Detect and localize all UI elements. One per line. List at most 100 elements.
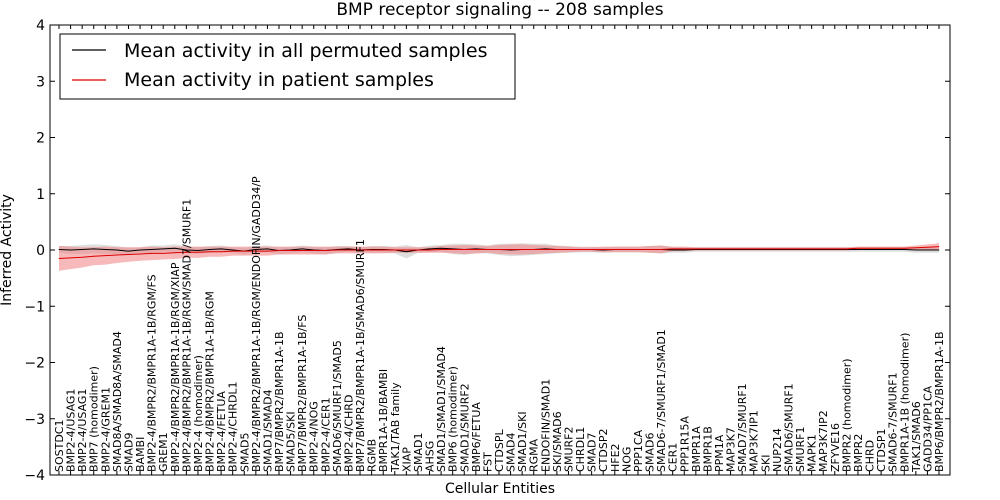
- category-label: SMURF1: [794, 427, 807, 473]
- data-point-patient: [313, 250, 315, 251]
- category-label: MAP3K7IP2: [817, 410, 830, 472]
- data-point-patient: [544, 249, 546, 250]
- category-label: SMAD6: [644, 433, 657, 472]
- data-point-patient: [487, 249, 488, 250]
- category-label: BMPR2: [852, 434, 865, 472]
- data-point-patient: [324, 250, 326, 251]
- legend: Mean activity in all permuted samples Me…: [59, 33, 516, 100]
- category-label: RGMA: [528, 438, 541, 472]
- data-point-patient: [602, 249, 604, 250]
- category-label: BAMBI: [134, 437, 147, 472]
- data-point-permuted: [185, 249, 187, 251]
- data-point-patient: [104, 255, 106, 257]
- data-point-patient: [927, 246, 928, 248]
- category-label: GREM1: [157, 432, 170, 472]
- category-label: CTDSP2: [597, 429, 610, 472]
- category-label: BMP6/FETUA: [470, 402, 483, 472]
- y-tick-label: 1: [36, 187, 45, 203]
- category-label: SMAD4: [505, 433, 518, 472]
- data-point-permuted: [58, 249, 60, 250]
- category-label: SMAD6-7/SMURF1: [887, 372, 900, 472]
- data-point-permuted: [162, 248, 164, 250]
- category-label: BMP2-4/GREM1: [99, 387, 112, 472]
- data-point-permuted: [220, 248, 222, 250]
- data-point-patient: [151, 252, 153, 254]
- category-label: BMP2-4/CHRD: [342, 395, 355, 472]
- data-point-permuted: [116, 249, 118, 251]
- data-point-permuted: [174, 247, 176, 249]
- data-point-patient: [278, 250, 280, 251]
- data-point-patient: [93, 255, 95, 257]
- data-point-patient: [741, 248, 743, 250]
- category-label: BMP6 (homodimer): [447, 366, 460, 472]
- data-point-patient: [267, 250, 268, 252]
- data-point-patient: [938, 246, 940, 248]
- data-point-patient: [649, 249, 650, 250]
- category-label: SMAD1/SMAD1/SMAD4: [435, 346, 448, 472]
- chart-title: BMP receptor signaling -- 208 samples: [336, 0, 663, 20]
- data-point-patient: [799, 248, 801, 250]
- y-tick-label: 4: [36, 18, 45, 34]
- data-point-patient: [788, 248, 789, 250]
- plot-frame: [49, 24, 951, 476]
- x-axis-label: Cellular Entities: [445, 481, 555, 497]
- y-tick-label: −2: [24, 356, 45, 372]
- data-point-patient: [197, 251, 199, 253]
- data-point-patient: [718, 248, 720, 250]
- data-point-patient: [776, 248, 778, 250]
- data-point-patient: [869, 247, 870, 249]
- category-label: FST: [481, 452, 494, 472]
- category-label: BMP2-4/USAG1: [76, 389, 89, 472]
- data-point-permuted: [70, 249, 71, 251]
- data-point-permuted: [267, 248, 268, 250]
- category-label: SMAD1: [412, 433, 425, 472]
- data-point-patient: [834, 248, 836, 250]
- data-point-patient: [533, 249, 535, 250]
- data-point-patient: [903, 247, 905, 249]
- category-label: BMP2-4/NOG: [308, 401, 321, 472]
- data-point-permuted: [197, 250, 199, 251]
- data-point-permuted: [429, 248, 430, 250]
- data-point-patient: [440, 249, 442, 250]
- category-label: BMP7 (homodimer): [88, 366, 101, 472]
- data-point-patient: [405, 249, 407, 251]
- data-point-permuted: [232, 249, 234, 251]
- data-point-patient: [822, 248, 824, 250]
- category-label: BMP2-4/CHRDL1: [227, 381, 240, 472]
- category-label: MAP3K7: [725, 427, 738, 472]
- category-label: SOSTDC1: [53, 420, 66, 473]
- y-tick-label: −4: [24, 468, 45, 484]
- category-label: GADD34/PP1CA: [921, 385, 934, 472]
- category-label: SMAD7/SMURF1: [736, 383, 749, 472]
- category-label: CTDSP1: [875, 429, 888, 472]
- data-point-patient: [359, 249, 361, 251]
- data-point-permuted: [81, 249, 83, 250]
- data-point-patient: [243, 250, 245, 252]
- data-point-patient: [475, 249, 477, 250]
- data-point-patient: [429, 249, 430, 251]
- data-point-patient: [58, 258, 60, 259]
- category-label: BMPR1A-1B (homodimer): [898, 333, 911, 472]
- data-point-permuted: [209, 249, 210, 250]
- data-point-patient: [301, 250, 303, 251]
- data-point-permuted: [255, 249, 257, 250]
- category-label: BMPR1B: [701, 426, 714, 472]
- data-point-permuted: [903, 249, 905, 250]
- data-point-permuted: [927, 249, 928, 251]
- category-label: BMP2-4/BMPR2/BMPR1A-1B/RGM: [204, 291, 217, 472]
- data-point-patient: [174, 252, 176, 254]
- category-label: SMAD1/SMURF2: [458, 383, 471, 472]
- data-point-patient: [672, 248, 674, 250]
- data-point-permuted: [301, 248, 303, 250]
- category-label: BMP2-4/USAG1: [65, 389, 78, 472]
- data-point-patient: [348, 249, 349, 251]
- data-point-patient: [510, 249, 511, 250]
- category-label: CHRD: [864, 440, 877, 472]
- category-label: SMAD6/SMURF1/SMAD5: [331, 340, 344, 472]
- category-label: BMP7/BMPR2/BMPR1A-1B: [273, 331, 286, 472]
- legend-box: [59, 33, 516, 100]
- category-label: SMAD5/SKI: [285, 411, 298, 472]
- category-label: CHRDL1: [574, 427, 587, 472]
- data-point-permuted: [93, 248, 95, 250]
- data-point-patient: [452, 249, 454, 250]
